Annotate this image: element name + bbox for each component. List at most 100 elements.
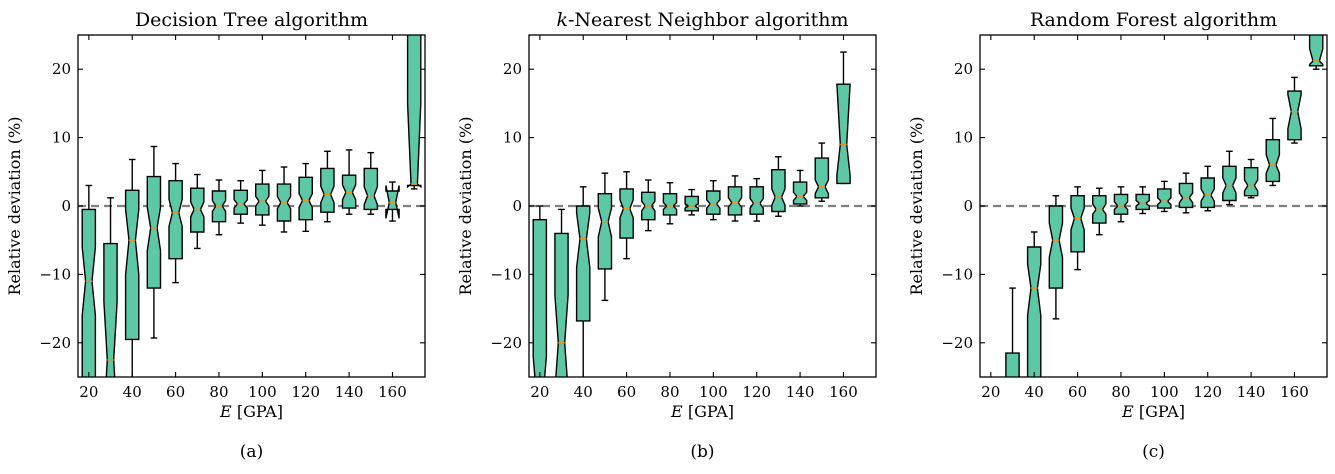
- x-axis-variable: E: [1121, 402, 1134, 421]
- box-body: [1135, 193, 1151, 211]
- box-90: [1135, 186, 1151, 215]
- box-body: [662, 192, 678, 216]
- box-body: [1005, 352, 1020, 377]
- box-30: [554, 208, 569, 377]
- box-body: [1308, 35, 1324, 67]
- y-axis-label: Relative deviation (%): [456, 117, 475, 296]
- x-axis-unit: [GPA]: [232, 402, 283, 421]
- box-body: [684, 195, 699, 212]
- x-tick-label: 100: [248, 383, 277, 401]
- box-body: [233, 189, 249, 215]
- box-140: [1243, 158, 1259, 199]
- x-tick-label: 140: [786, 383, 815, 401]
- box-60: [1070, 186, 1085, 271]
- x-axis-variable: E: [670, 402, 683, 421]
- box-80: [211, 179, 227, 236]
- box-160: [836, 51, 851, 185]
- y-tick-label: −10: [490, 265, 522, 283]
- box-body: [81, 208, 97, 377]
- y-tick-label: 20: [954, 60, 973, 78]
- box-40: [124, 158, 140, 377]
- x-tick-label: 40: [574, 383, 593, 401]
- box-110: [276, 166, 292, 233]
- box-120: [298, 162, 313, 233]
- chart-title-text: Decision Tree algorithm: [135, 9, 368, 31]
- box-130: [320, 150, 335, 223]
- x-axis-unit: [GPA]: [683, 402, 734, 421]
- box-body: [575, 205, 591, 322]
- y-axis-label: Relative deviation (%): [5, 117, 24, 296]
- box-body: [103, 242, 118, 377]
- box-body: [146, 175, 162, 289]
- box-body: [1243, 166, 1259, 197]
- box-120: [1200, 165, 1216, 212]
- x-tick-label: 40: [123, 383, 142, 401]
- box-140: [341, 149, 357, 215]
- box-60: [619, 171, 634, 260]
- x-tick-label: 80: [1111, 383, 1130, 401]
- panel-caption: (c): [1142, 442, 1165, 462]
- box-body: [1113, 193, 1129, 215]
- x-tick-label: 160: [1280, 383, 1309, 401]
- x-axis-unit: [GPA]: [1134, 402, 1185, 421]
- box-50: [146, 145, 162, 339]
- box-body: [1265, 138, 1281, 183]
- box-body: [619, 188, 634, 239]
- x-tick-label: 20: [530, 383, 549, 401]
- box-120: [749, 177, 764, 222]
- y-tick-label: −10: [39, 265, 71, 283]
- box-body: [771, 168, 786, 213]
- x-tick-label: 60: [166, 383, 185, 401]
- box-body: [727, 186, 743, 216]
- box-body: [836, 83, 851, 185]
- chart-title-text: -Nearest Neighbor algorithm: [568, 9, 849, 31]
- box-body: [1200, 177, 1216, 209]
- box-body: [1048, 205, 1064, 289]
- x-tick-label: 20: [981, 383, 1000, 401]
- plot-area: [78, 35, 425, 377]
- y-tick-label: 10: [52, 129, 71, 147]
- x-tick-label: 100: [699, 383, 728, 401]
- y-tick-label: −20: [39, 334, 71, 352]
- box-body: [363, 167, 379, 211]
- box-100: [1156, 180, 1172, 213]
- chart-panel-3: 20 40 60 80 100 120 140 160 −20 −10 0 10 20 Random Fo…: [907, 9, 1328, 462]
- box-70: [189, 173, 205, 250]
- x-tick-label: 100: [1150, 383, 1179, 401]
- y-tick-label: 0: [512, 197, 522, 215]
- chart-title-text: Random Forest algorithm: [1030, 9, 1277, 31]
- box-body: [814, 157, 830, 199]
- x-axis-variable: E: [219, 402, 232, 421]
- box-60: [168, 162, 183, 284]
- x-tick-label: 80: [660, 383, 679, 401]
- panel-caption: (a): [240, 442, 263, 462]
- box-body: [406, 35, 422, 189]
- box-body: [554, 232, 569, 377]
- y-tick-label: 20: [52, 60, 71, 78]
- box-body: [749, 186, 764, 215]
- y-tick-label: 0: [963, 197, 973, 215]
- chart-title: Random Forest algorithm: [1030, 9, 1277, 31]
- box-30: [1005, 287, 1020, 377]
- box-body: [1222, 165, 1237, 202]
- y-tick-label: 20: [503, 60, 522, 78]
- chart-panel-2: 20 40 60 80 100 120 140 160 −20 −10 0 10 20 k-Nearest…: [456, 9, 877, 462]
- box-body: [254, 183, 270, 216]
- box-170: [406, 35, 422, 190]
- box-140: [792, 169, 808, 207]
- plot-area: [529, 51, 876, 377]
- y-tick-label: −10: [941, 265, 973, 283]
- box-body: [1026, 246, 1042, 377]
- box-70: [641, 179, 656, 232]
- box-body: [124, 189, 140, 341]
- y-tick-label: 10: [954, 129, 973, 147]
- box-150: [363, 151, 379, 215]
- box-70: [1091, 187, 1107, 236]
- x-tick-label: 60: [617, 383, 636, 401]
- y-tick-label: 0: [61, 197, 71, 215]
- box-40: [1026, 231, 1042, 377]
- box-90: [233, 179, 249, 224]
- box-body: [1156, 188, 1172, 209]
- x-axis-label: E [GPA]: [670, 402, 734, 421]
